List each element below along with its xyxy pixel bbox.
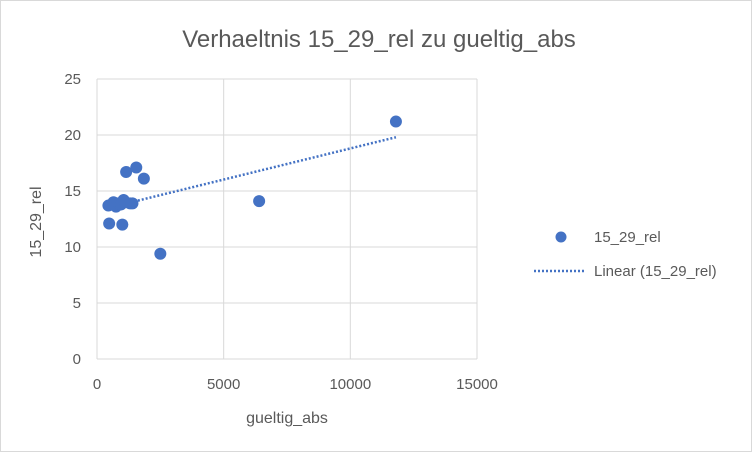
x-tick-label: 5000 [207, 376, 240, 393]
trendline-layer [122, 136, 397, 206]
x-axis-title: gueltig_abs [246, 410, 328, 427]
data-point [116, 218, 129, 231]
y-tick-label: 10 [64, 239, 81, 256]
legend-label-trendline: Linear (15_29_rel) [594, 263, 717, 280]
x-tick-label: 10000 [329, 376, 371, 393]
data-point [120, 165, 133, 178]
data-point [103, 217, 116, 230]
data-point [126, 197, 139, 210]
data-points [102, 115, 402, 260]
data-point [389, 115, 402, 128]
legend: 15_29_rel Linear (15_29_rel) [534, 229, 717, 280]
y-tick-label: 20 [64, 127, 81, 144]
x-tick-label: 0 [93, 376, 101, 393]
trendline [122, 136, 397, 206]
data-point [137, 172, 150, 185]
y-tick-label: 15 [64, 183, 81, 200]
data-point [154, 247, 167, 260]
legend-label-series: 15_29_rel [594, 229, 661, 246]
y-axis-title: 15_29_rel [28, 186, 45, 257]
chart-title: Verhaeltnis 15_29_rel zu gueltig_abs [182, 26, 576, 53]
y-tick-label: 5 [73, 295, 81, 312]
y-tick-label: 25 [64, 71, 81, 88]
legend-marker-series [555, 231, 567, 243]
y-tick-label: 0 [73, 351, 81, 368]
gridlines [96, 78, 478, 360]
x-tick-labels: 0 5000 10000 15000 [93, 376, 498, 393]
data-point [253, 195, 266, 208]
y-tick-labels: 0 5 10 15 20 25 [64, 71, 81, 368]
x-tick-label: 15000 [456, 376, 498, 393]
data-point [130, 161, 143, 174]
